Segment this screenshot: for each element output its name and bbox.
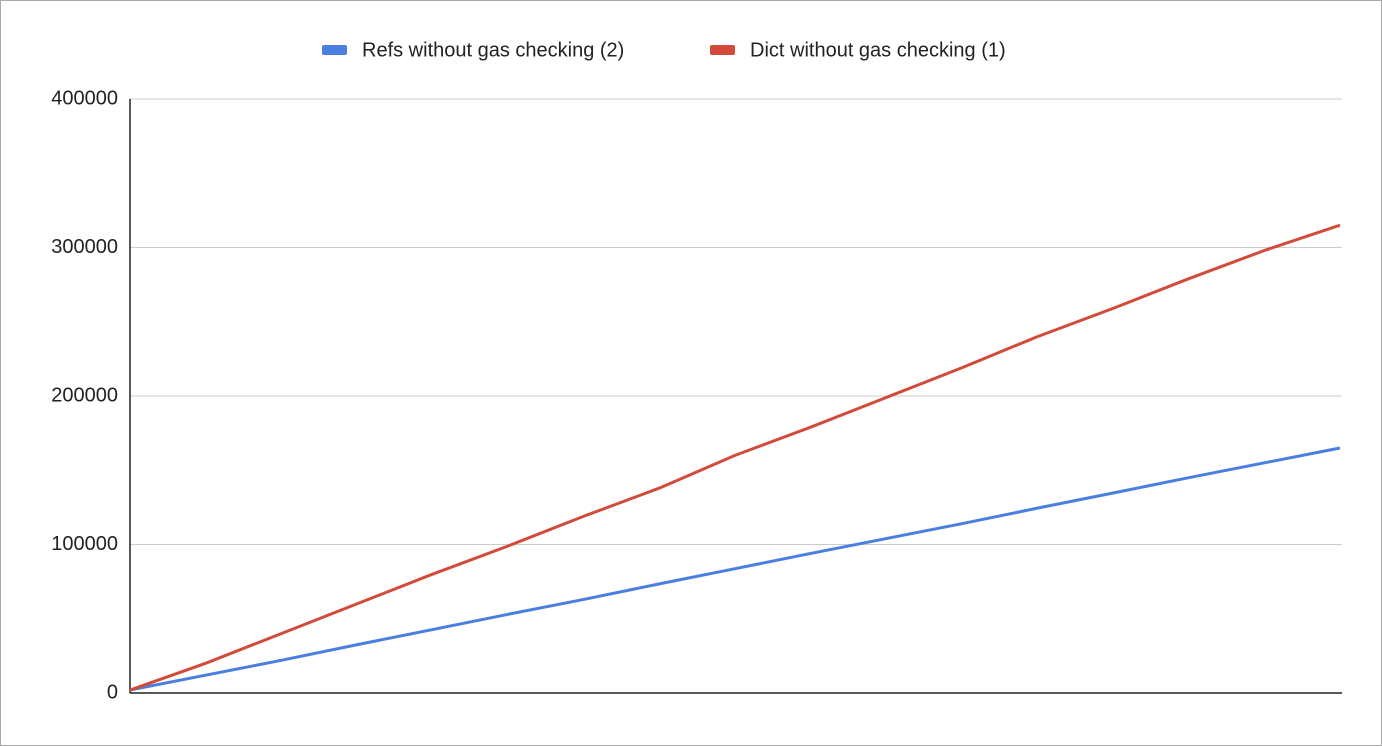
legend-label: Refs without gas checking (2) <box>362 39 624 61</box>
legend-swatch <box>322 45 347 55</box>
series-line <box>129 223 1341 692</box>
y-tick-label: 100000 <box>51 533 118 555</box>
y-tick-label: 400000 <box>51 87 118 109</box>
y-tick-label: 300000 <box>51 236 118 258</box>
y-tick-label: 200000 <box>51 384 118 406</box>
series-line <box>129 446 1341 692</box>
legend-swatch <box>710 45 735 55</box>
y-tick-label: 0 <box>107 681 118 703</box>
legend-label: Dict without gas checking (1) <box>750 39 1006 61</box>
